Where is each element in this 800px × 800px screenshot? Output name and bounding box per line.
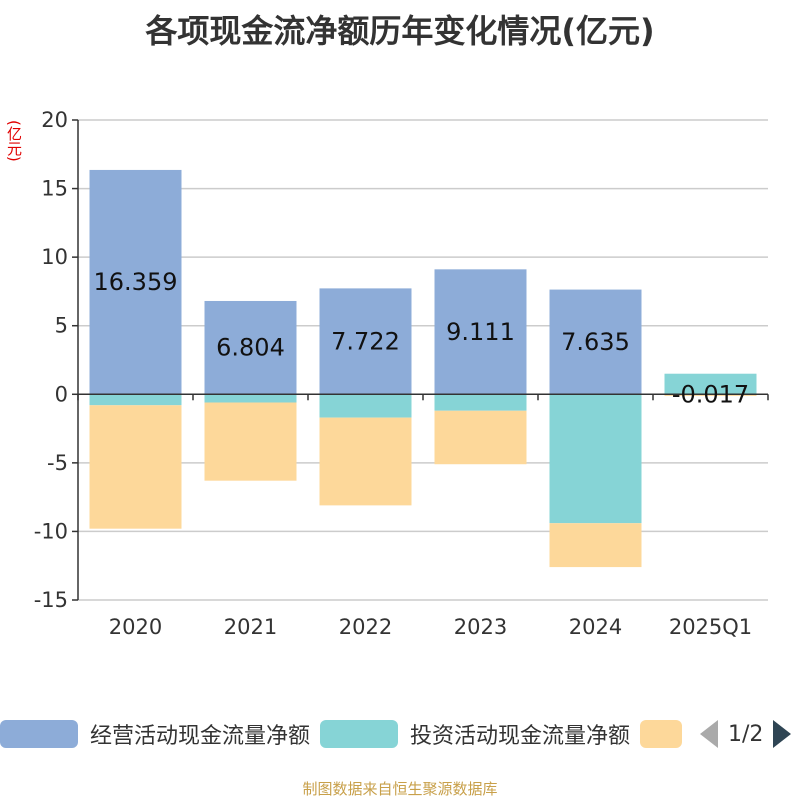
legend-item-financing[interactable] xyxy=(640,716,694,752)
legend-swatch-operating xyxy=(0,720,78,748)
legend-item-investing[interactable]: 投资活动现金流量净额 xyxy=(320,716,630,752)
bar-series0-2024 xyxy=(549,289,642,395)
data-label-2025Q1: -0.017 xyxy=(672,380,749,408)
data-label-2024: 7.635 xyxy=(561,328,630,356)
y-tick-label: 20 xyxy=(41,108,68,132)
legend-item-operating[interactable]: 经营活动现金流量净额 xyxy=(0,716,310,752)
legend-label-investing: 投资活动现金流量净额 xyxy=(410,724,631,749)
y-tick-label: 5 xyxy=(55,314,68,338)
legend-next-page-icon[interactable] xyxy=(773,720,792,748)
x-tick-label-2021: 2021 xyxy=(224,615,277,639)
bar-series2-2024 xyxy=(549,523,642,568)
legend-swatch-investing xyxy=(320,720,398,748)
bar-series2-2020 xyxy=(89,405,182,529)
legend-pager: 1/2 xyxy=(700,716,792,752)
bar-series1-2021 xyxy=(204,394,297,403)
y-tick-label: -10 xyxy=(34,519,68,543)
data-label-2021: 6.804 xyxy=(216,334,285,362)
bar-series1-2024 xyxy=(549,394,642,524)
x-tick-label-2022: 2022 xyxy=(339,615,392,639)
legend-page-indicator: 1/2 xyxy=(728,721,764,747)
bar-series2-2022 xyxy=(319,417,412,506)
y-tick-label: -5 xyxy=(47,451,68,475)
legend: 经营活动现金流量净额 投资活动现金流量净额 1/2 xyxy=(0,716,800,756)
data-label-2020: 16.359 xyxy=(94,268,178,296)
legend-swatch-financing xyxy=(640,720,682,748)
x-tick-label-2025Q1: 2025Q1 xyxy=(669,615,752,639)
legend-label-operating: 经营活动现金流量净额 xyxy=(90,724,311,749)
data-source-note: 制图数据来自恒生聚源数据库 xyxy=(302,780,498,798)
chart-title: 各项现金流净额历年变化情况(亿元) xyxy=(145,12,655,50)
y-tick-label: 10 xyxy=(41,245,68,269)
bar-series2-2021 xyxy=(204,402,297,481)
bar-series0-2022 xyxy=(319,288,412,395)
bar-series1-2022 xyxy=(319,394,412,418)
x-tick-label-2020: 2020 xyxy=(109,615,162,639)
bar-series1-2020 xyxy=(89,394,182,406)
bar-series2-2025Q1 xyxy=(664,394,757,396)
y-axis-unit: (亿元) xyxy=(5,120,23,162)
bar-series0-2020 xyxy=(89,169,182,395)
bar-series1-2023 xyxy=(434,394,527,411)
x-tick-label-2023: 2023 xyxy=(454,615,507,639)
bar-series2-2023 xyxy=(434,410,527,465)
bar-series0-2021 xyxy=(204,300,297,395)
data-label-2023: 9.111 xyxy=(446,318,515,346)
y-tick-label: -15 xyxy=(34,588,68,612)
x-tick-label-2024: 2024 xyxy=(569,615,622,639)
bar-series0-2023 xyxy=(434,269,527,395)
data-label-2022: 7.722 xyxy=(331,327,400,355)
y-tick-label: 0 xyxy=(55,382,68,406)
y-tick-label: 15 xyxy=(41,177,68,201)
bar-series1-2025Q1 xyxy=(664,373,757,395)
legend-prev-page-icon[interactable] xyxy=(700,720,718,748)
